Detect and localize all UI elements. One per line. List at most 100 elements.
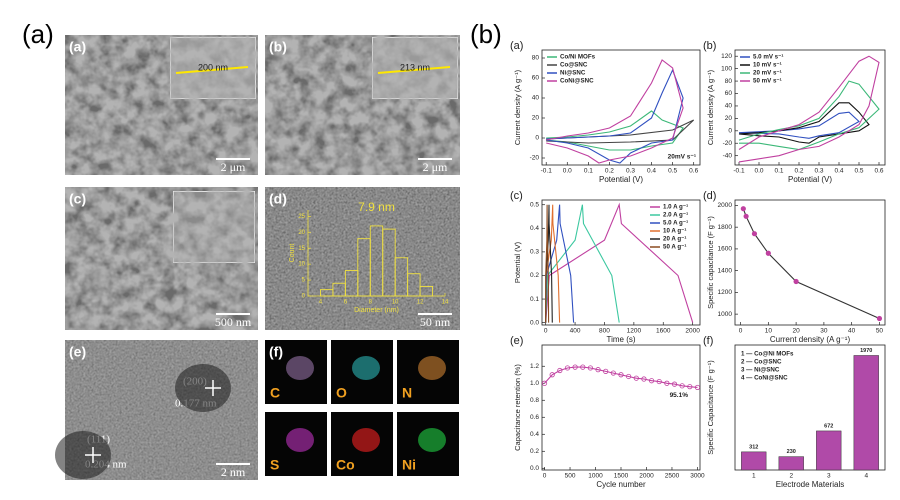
- element-signal: [418, 356, 446, 380]
- scale-bar-label: 50 nm: [420, 315, 451, 329]
- data-point: [656, 378, 662, 385]
- y-tick-label: 60: [725, 90, 733, 97]
- y-tick-label: -40: [723, 152, 733, 159]
- y-axis-label: Current density (A g⁻¹): [706, 69, 715, 145]
- panel-label: (c): [510, 190, 523, 202]
- x-tick-label: 1600: [656, 328, 671, 335]
- x-tick-label: 0.3: [814, 168, 823, 175]
- data-point: [541, 380, 548, 386]
- element-label: S: [270, 457, 279, 473]
- y-tick-label: 0.4: [530, 225, 539, 232]
- x-tick-label: 1500: [614, 473, 629, 480]
- histogram-bar: [407, 273, 421, 297]
- x-tick-label: 4: [319, 300, 323, 306]
- y-tick-label: 40: [725, 103, 733, 110]
- figure-label: (b): [470, 19, 502, 49]
- panel-label: (f): [269, 344, 283, 360]
- y-axis-label: Current density (A g⁻¹): [513, 69, 522, 145]
- legend-entry: 50 A g⁻¹: [663, 244, 686, 251]
- x-tick-label: 0.5: [854, 168, 863, 175]
- legend-entry: 10 mV s⁻¹: [753, 62, 782, 69]
- series-line: [545, 204, 550, 323]
- legend-entry: CoNi@SNC: [560, 78, 594, 85]
- data-point: [587, 365, 594, 371]
- element-signal: [352, 356, 380, 380]
- data-point: [671, 381, 678, 387]
- y-tick-label: 120: [721, 53, 732, 60]
- inset-label: 200 nm: [198, 62, 228, 72]
- x-axis-label: Electrode Materials: [776, 480, 844, 489]
- panel-label: (a): [69, 39, 86, 55]
- y-tick-label: 0.0: [530, 465, 539, 472]
- x-tick-label: 4: [864, 473, 868, 480]
- legend-entry: 4 — CoNi@SNC: [741, 375, 788, 382]
- x-tick-label: 0.3: [626, 168, 635, 175]
- element-label: C: [270, 385, 280, 401]
- y-tick-label: 0.3: [530, 249, 539, 256]
- y-tick-label: 0.2: [530, 272, 539, 279]
- x-tick-label: 800: [599, 328, 610, 335]
- x-tick-label: 14: [442, 300, 449, 306]
- y-tick-label: 1.0: [530, 380, 539, 387]
- element-signal: [286, 428, 314, 452]
- element-signal: [418, 428, 446, 452]
- panel-label: (f): [703, 335, 713, 347]
- data-point: [549, 372, 555, 378]
- x-tick-label: -0.1: [733, 168, 745, 175]
- y-tick-label: 0: [302, 294, 306, 300]
- data-point: [793, 278, 799, 285]
- y-tick-label: 100: [721, 65, 732, 72]
- y-tick-label: 40: [532, 95, 540, 102]
- series-line: [546, 110, 684, 151]
- legend-entry: Co@SNC: [560, 62, 588, 69]
- y-tick-label: 0: [728, 128, 732, 135]
- x-tick-label: 2500: [665, 473, 680, 480]
- y-tick-label: 0.4: [530, 431, 539, 438]
- bar: [853, 355, 879, 471]
- x-tick-label: 6: [344, 300, 348, 306]
- x-axis-label: Potential (V): [788, 175, 832, 184]
- x-tick-label: 50: [876, 328, 884, 335]
- x-tick-label: 20: [792, 328, 800, 335]
- bar: [778, 456, 804, 471]
- data-point: [618, 372, 624, 378]
- x-tick-label: 400: [570, 328, 581, 335]
- x-tick-label: -0.1: [541, 168, 553, 175]
- y-tick-label: -20: [723, 140, 733, 147]
- data-point: [648, 378, 655, 384]
- data-point: [595, 367, 601, 373]
- legend-entry: 2 — Co@SNC: [741, 359, 782, 366]
- y-tick-label: 0.2: [530, 448, 539, 455]
- panel-label: (e): [69, 344, 86, 360]
- y-tick-label: 0.5: [530, 201, 539, 208]
- legend-entry: Ni@SNC: [560, 70, 586, 77]
- y-tick-label: 20: [725, 115, 733, 122]
- bar-value-label: 672: [824, 423, 833, 429]
- bar-value-label: 1970: [860, 348, 872, 354]
- y-tick-label: 60: [532, 75, 540, 82]
- y-tick-label: 15: [298, 246, 305, 252]
- x-tick-label: 0.0: [563, 168, 572, 175]
- element-signal: [352, 428, 380, 452]
- data-point: [740, 206, 746, 212]
- x-tick-label: 500: [565, 473, 576, 480]
- x-tick-label: 3: [827, 473, 831, 480]
- inset-measure: [175, 66, 249, 74]
- annotation: 95.1%: [670, 392, 689, 399]
- x-tick-label: 12: [417, 300, 424, 306]
- series-line: [738, 55, 880, 163]
- scale-bar-label: 2 μm: [221, 160, 246, 174]
- series-line: [545, 202, 694, 323]
- series-line: [546, 59, 684, 164]
- x-tick-label: 1000: [588, 473, 603, 480]
- x-tick-label: 10: [392, 300, 399, 306]
- panel-label: (e): [510, 335, 523, 347]
- plot-area: [541, 49, 701, 166]
- y-tick-label: 2000: [718, 202, 733, 209]
- panel-label: (c): [69, 191, 86, 207]
- y-tick-label: 1000: [718, 311, 733, 318]
- data-point: [687, 384, 693, 390]
- y-tick-label: -20: [530, 155, 540, 162]
- element-label: Co: [336, 457, 355, 473]
